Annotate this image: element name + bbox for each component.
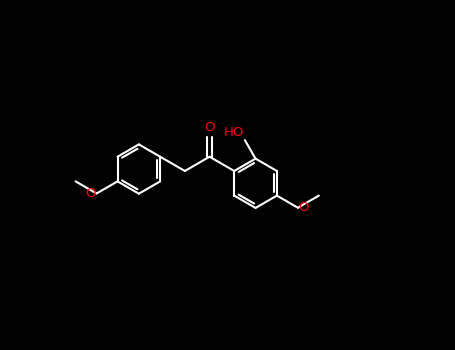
Text: O: O	[204, 121, 215, 134]
Text: O: O	[298, 201, 309, 214]
Text: HO: HO	[224, 126, 244, 139]
Text: O: O	[85, 187, 96, 200]
